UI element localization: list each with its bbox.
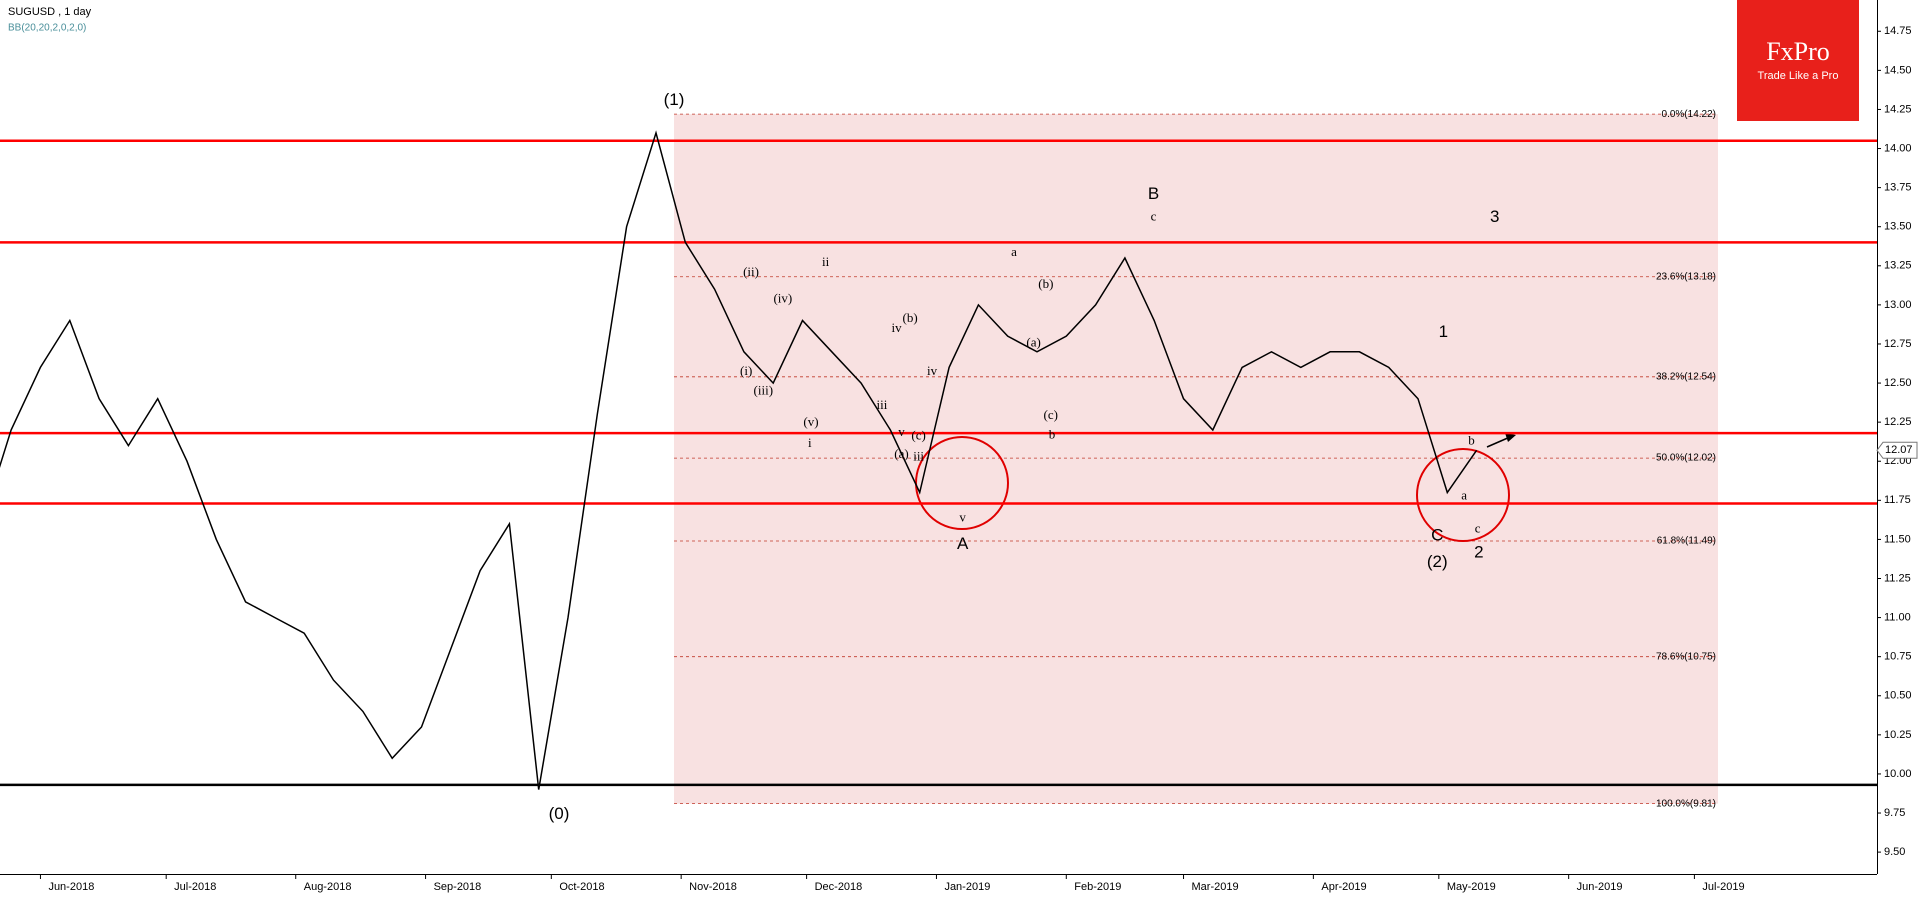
wave-label: (c) (911, 428, 925, 443)
wave-label: iv (892, 320, 903, 335)
wave-label: 2 (1474, 542, 1483, 561)
wave-label: (v) (803, 414, 818, 429)
wave-label: iv (927, 363, 938, 378)
x-tick-label: Mar-2019 (1192, 881, 1239, 893)
wave-label: 1 (1439, 322, 1448, 341)
fib-label: 23.6%(13.18) (1656, 271, 1716, 282)
wave-label: (1) (664, 90, 685, 109)
wave-label: 3 (1490, 207, 1499, 226)
wave-label: (a) (894, 446, 908, 461)
x-tick-label: Nov-2018 (689, 881, 737, 893)
x-tick-label: Dec-2018 (815, 881, 863, 893)
arrow-head (1505, 433, 1516, 442)
y-tick-label: 14.25 (1884, 103, 1912, 115)
fib-label: 100.0%(9.81) (1656, 798, 1716, 809)
wave-label: (i) (740, 363, 752, 378)
wave-label: a (1011, 244, 1017, 259)
price-tag (1876, 441, 1918, 459)
direction-arrow (1486, 436, 1511, 448)
y-tick-label: 12.25 (1884, 416, 1912, 428)
logo-box (1737, 0, 1859, 121)
wave-label: B (1148, 184, 1159, 203)
y-tick-label: 10.75 (1884, 651, 1912, 663)
fib-label: 38.2%(12.54) (1656, 371, 1716, 382)
y-tick-label: 14.75 (1884, 25, 1912, 37)
y-tick-label: 9.75 (1884, 807, 1905, 819)
wave-label: (0) (549, 804, 570, 823)
x-tick-label: Aug-2018 (304, 881, 352, 893)
wave-label: C (1431, 525, 1443, 544)
y-tick-label: 9.50 (1884, 846, 1905, 858)
y-tick-label: 11.75 (1884, 494, 1911, 506)
logo-tagline: Trade Like a Pro (1758, 70, 1839, 82)
y-tick-label: 11.25 (1884, 572, 1911, 584)
fib-zone (674, 114, 1718, 804)
x-tick-label: Feb-2019 (1074, 881, 1121, 893)
fib-label: 0.0%(14.22) (1662, 109, 1716, 120)
price-line (0, 130, 1478, 790)
wave-label: v (898, 424, 905, 439)
under-layer (674, 113, 1718, 805)
y-tick-label: 11.50 (1884, 533, 1911, 545)
wave-label: (iv) (773, 291, 792, 306)
x-tick-label: Jan-2019 (944, 881, 990, 893)
price-tag-label: 12.07 (1885, 444, 1913, 456)
wave-label: (b) (902, 310, 917, 325)
y-tick-label: 13.25 (1884, 260, 1912, 272)
wave-label: (b) (1038, 276, 1053, 291)
y-tick-label: 13.00 (1884, 299, 1912, 311)
wave-label: A (957, 534, 969, 553)
y-tick-label: 13.50 (1884, 221, 1912, 233)
x-tick-label: May-2019 (1447, 881, 1496, 893)
x-tick-label: Jul-2019 (1702, 881, 1744, 893)
wave-label: (iii) (754, 382, 774, 397)
y-tick-label: 12.75 (1884, 338, 1912, 350)
wave-label: (a) (1026, 335, 1040, 350)
y-tick-label: 12.50 (1884, 377, 1912, 389)
wave-label: b (1468, 433, 1475, 448)
x-tick-label: Oct-2018 (559, 881, 604, 893)
y-tick-label: 11.00 (1884, 611, 1911, 623)
indicator-label: BB(20,20,2,0,2,0) (8, 23, 86, 34)
wave-label: iii (913, 448, 924, 463)
y-tick-label: 14.00 (1884, 142, 1912, 154)
x-tick-label: Jun-2019 (1577, 881, 1623, 893)
wave-label: (2) (1427, 552, 1448, 571)
fib-label: 50.0%(12.02) (1656, 453, 1716, 464)
wave-label: c (1151, 209, 1157, 224)
y-tick-label: 14.50 (1884, 64, 1912, 76)
wave-label: a (1461, 488, 1467, 503)
wave-label: (ii) (743, 264, 759, 279)
wave-label: (c) (1044, 407, 1058, 422)
chart-title: SUGUSD , 1 day (8, 6, 92, 18)
x-tick-label: Sep-2018 (434, 881, 482, 893)
y-tick-label: 10.25 (1884, 729, 1912, 741)
fib-label: 78.6%(10.75) (1656, 651, 1716, 662)
x-tick-label: Jun-2018 (48, 881, 94, 893)
wave-label: i (808, 435, 812, 450)
y-tick-label: 13.75 (1884, 182, 1912, 194)
wave-label: iii (877, 397, 888, 412)
highlight-circle (1416, 448, 1510, 542)
wave-label: b (1049, 426, 1056, 441)
wave-label: c (1475, 521, 1481, 536)
x-tick-label: Jul-2018 (174, 881, 216, 893)
fib-label: 61.8%(11.49) (1657, 536, 1716, 547)
wave-label: ii (822, 254, 830, 269)
x-tick-label: Apr-2019 (1321, 881, 1366, 893)
logo-brand: FxPro (1766, 37, 1830, 66)
y-tick-label: 10.00 (1884, 768, 1912, 780)
wave-label: v (959, 510, 966, 525)
y-tick-label: 10.50 (1884, 690, 1912, 702)
